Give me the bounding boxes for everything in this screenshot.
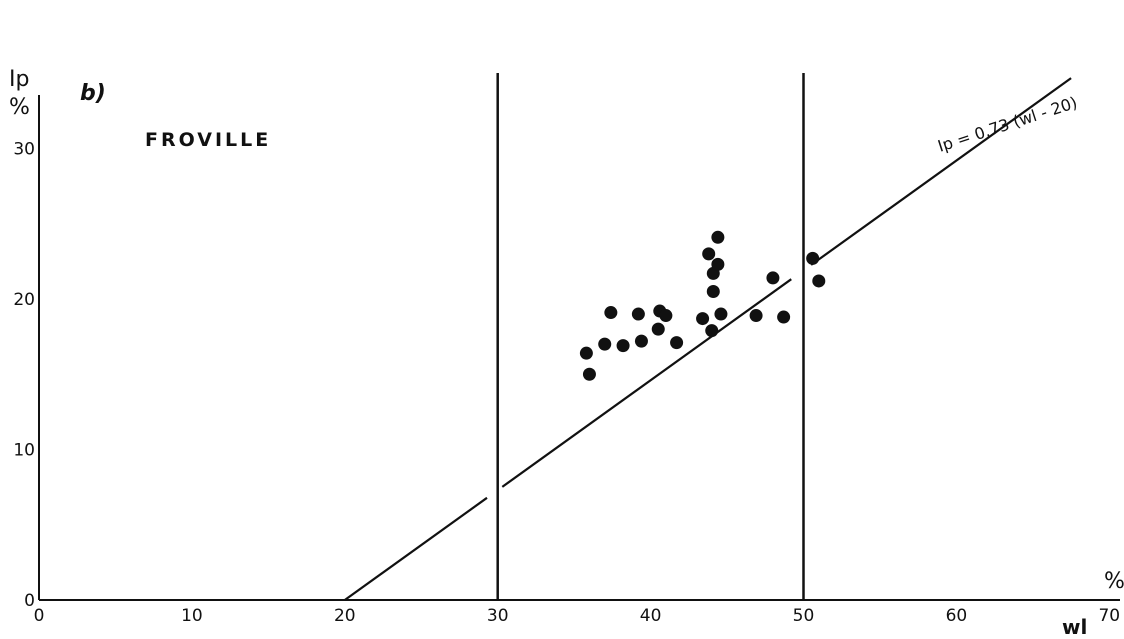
line-equation: Ip = 0.73 (wl - 20) (935, 93, 1079, 156)
data-point (659, 309, 673, 323)
data-point (812, 274, 826, 288)
data-point (670, 336, 684, 350)
x-axis-label: wl (1062, 615, 1087, 639)
y-axis-label: Ip (9, 67, 29, 92)
regression-line (344, 77, 1072, 601)
data-point (579, 346, 593, 360)
data-point (616, 339, 630, 353)
regression-line-segment-2 (501, 278, 792, 488)
panel-label: b) (80, 81, 106, 106)
data-point (598, 337, 612, 351)
data-point (702, 247, 716, 261)
x-tick-label: 0 (34, 606, 45, 626)
data-point (706, 284, 720, 298)
x-tick-label: 70 (1098, 606, 1120, 626)
vertical-reference-lines (496, 73, 805, 600)
data-point (705, 324, 719, 338)
regression-line-segment-3 (810, 77, 1072, 266)
y-tick-label: 30 (13, 140, 35, 160)
x-tick-label: 40 (640, 606, 662, 626)
x-tick-label: 10 (181, 606, 203, 626)
regression-line-segment-1 (344, 496, 488, 601)
y-tick-label: 0 (24, 591, 35, 611)
y-tick-label: 10 (13, 441, 35, 461)
data-point (766, 271, 780, 285)
data-point (696, 312, 710, 326)
data-point (749, 309, 763, 323)
data-point (806, 251, 820, 265)
x-tick-label: 30 (487, 606, 509, 626)
data-point (604, 306, 618, 320)
data-point (651, 322, 665, 336)
y-tick-label: 20 (13, 290, 35, 310)
data-point (634, 334, 648, 348)
data-points (579, 230, 826, 381)
data-point (631, 307, 645, 321)
data-point (777, 310, 791, 324)
x-tick-label: 20 (334, 606, 356, 626)
y-tick-labels: 0 10 20 30 (13, 140, 35, 612)
data-point (582, 367, 596, 381)
x-axis-unit: % (1104, 569, 1124, 594)
x-tick-label: 50 (793, 606, 815, 626)
data-point (714, 307, 728, 321)
data-point (711, 230, 725, 244)
x-tick-labels: 0 10 20 30 40 50 60 70 (34, 606, 1121, 626)
y-axis-unit: % (9, 95, 30, 120)
data-point (711, 257, 725, 271)
chart-title: FROVILLE (145, 129, 271, 151)
axes (38, 95, 1120, 601)
x-tick-label: 60 (946, 606, 968, 626)
